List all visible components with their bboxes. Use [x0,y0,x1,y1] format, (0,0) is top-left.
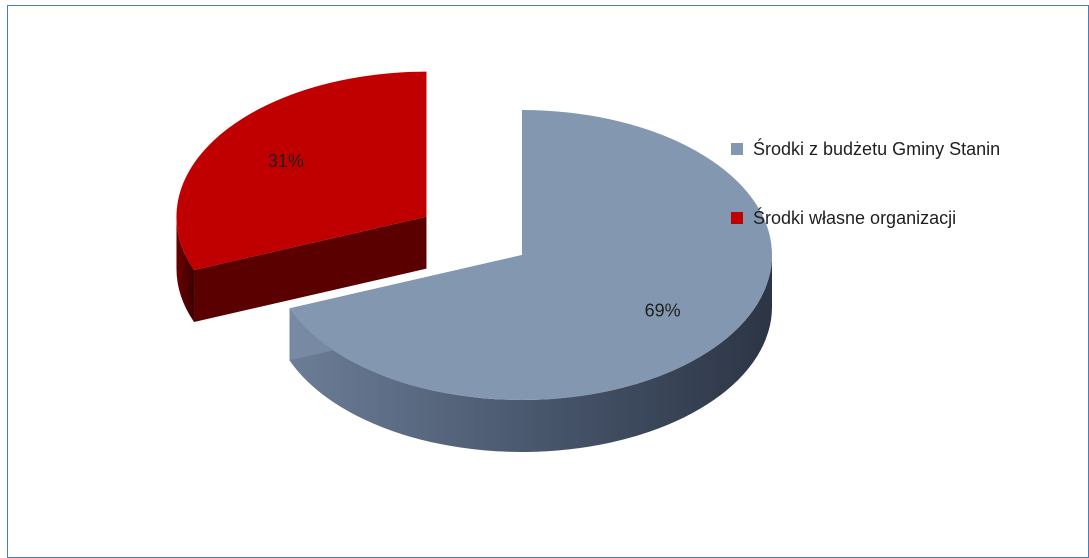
pie-slice-1 [289,110,773,453]
legend-item-2: Środki własne organizacji [731,207,956,228]
legend-label: Środki z budżetu Gminy Stanin [753,138,1000,159]
legend: Środki z budżetu Gminy Stanin Środki włas… [731,138,1000,228]
pie-slice-top [176,71,427,271]
legend-item-1: Środki z budżetu Gminy Stanin [731,138,1000,159]
pie-slice-top [289,110,772,401]
pie-slices [176,71,773,453]
data-label-2: 31% [268,151,304,171]
pie-slice-wall [194,216,427,323]
pie-slice-2 [176,71,427,323]
pie-slice-side [289,255,773,453]
legend-swatch [731,212,743,224]
legend-swatch [731,143,743,155]
legend-label: Środki własne organizacji [753,207,956,228]
data-labels: 69% 31% [268,151,681,320]
pie-slice-side [176,216,195,323]
data-label-1: 69% [645,300,681,320]
